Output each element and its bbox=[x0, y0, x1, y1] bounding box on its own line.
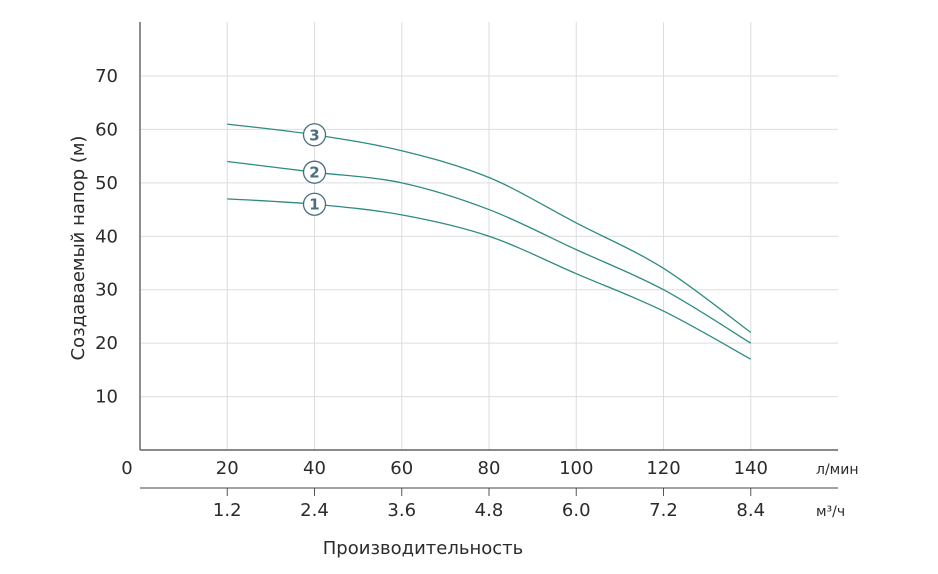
series-marker-label-2: 2 bbox=[309, 164, 319, 182]
x-tick-label: 100 bbox=[559, 458, 593, 479]
x-secondary-tick-label: 1.2 bbox=[213, 500, 242, 521]
axes bbox=[139, 22, 838, 496]
series-markers: 1 2 3 bbox=[302, 123, 327, 216]
y-tick-label: 10 bbox=[95, 387, 118, 408]
series-marker-1 bbox=[302, 192, 327, 216]
x-tick-label: 20 bbox=[216, 458, 239, 479]
series-marker-3 bbox=[302, 123, 327, 147]
y-tick-label: 60 bbox=[95, 119, 118, 140]
series-marker-2 bbox=[302, 160, 327, 184]
x-secondary-tick-label: 3.6 bbox=[387, 500, 416, 521]
x-secondary-tick-label: 8.4 bbox=[736, 500, 765, 521]
x-secondary-tick-label: 4.8 bbox=[475, 500, 504, 521]
x-tick-label: 40 bbox=[303, 458, 326, 479]
x-tick-label: 140 bbox=[734, 458, 768, 479]
y-tick-label: 40 bbox=[95, 226, 118, 247]
tick-labels: 10203040506070201.2402.4603.6804.81006.0… bbox=[95, 66, 768, 521]
x-secondary-tick-label: 7.2 bbox=[649, 500, 678, 521]
series-marker-label-1: 1 bbox=[309, 196, 319, 214]
y-tick-label: 30 bbox=[95, 280, 118, 301]
x-axis-title: Производительность bbox=[323, 538, 523, 559]
x-unit-primary: л/мин bbox=[816, 462, 858, 478]
x-tick-label: 60 bbox=[390, 458, 413, 479]
y-tick-label: 70 bbox=[95, 66, 118, 87]
x-tick-label: 80 bbox=[478, 458, 501, 479]
origin-label: 0 bbox=[121, 458, 132, 479]
x-tick-label: 120 bbox=[646, 458, 680, 479]
series-marker-label-3: 3 bbox=[309, 126, 319, 144]
grid bbox=[140, 22, 838, 450]
y-axis-title: Создаваемый напор (м) bbox=[68, 136, 89, 361]
y-tick-label: 20 bbox=[95, 333, 118, 354]
y-tick-label: 50 bbox=[95, 173, 118, 194]
x-secondary-tick-label: 6.0 bbox=[562, 500, 591, 521]
x-secondary-tick-label: 2.4 bbox=[300, 500, 329, 521]
x-unit-secondary: м³/ч bbox=[816, 504, 845, 520]
